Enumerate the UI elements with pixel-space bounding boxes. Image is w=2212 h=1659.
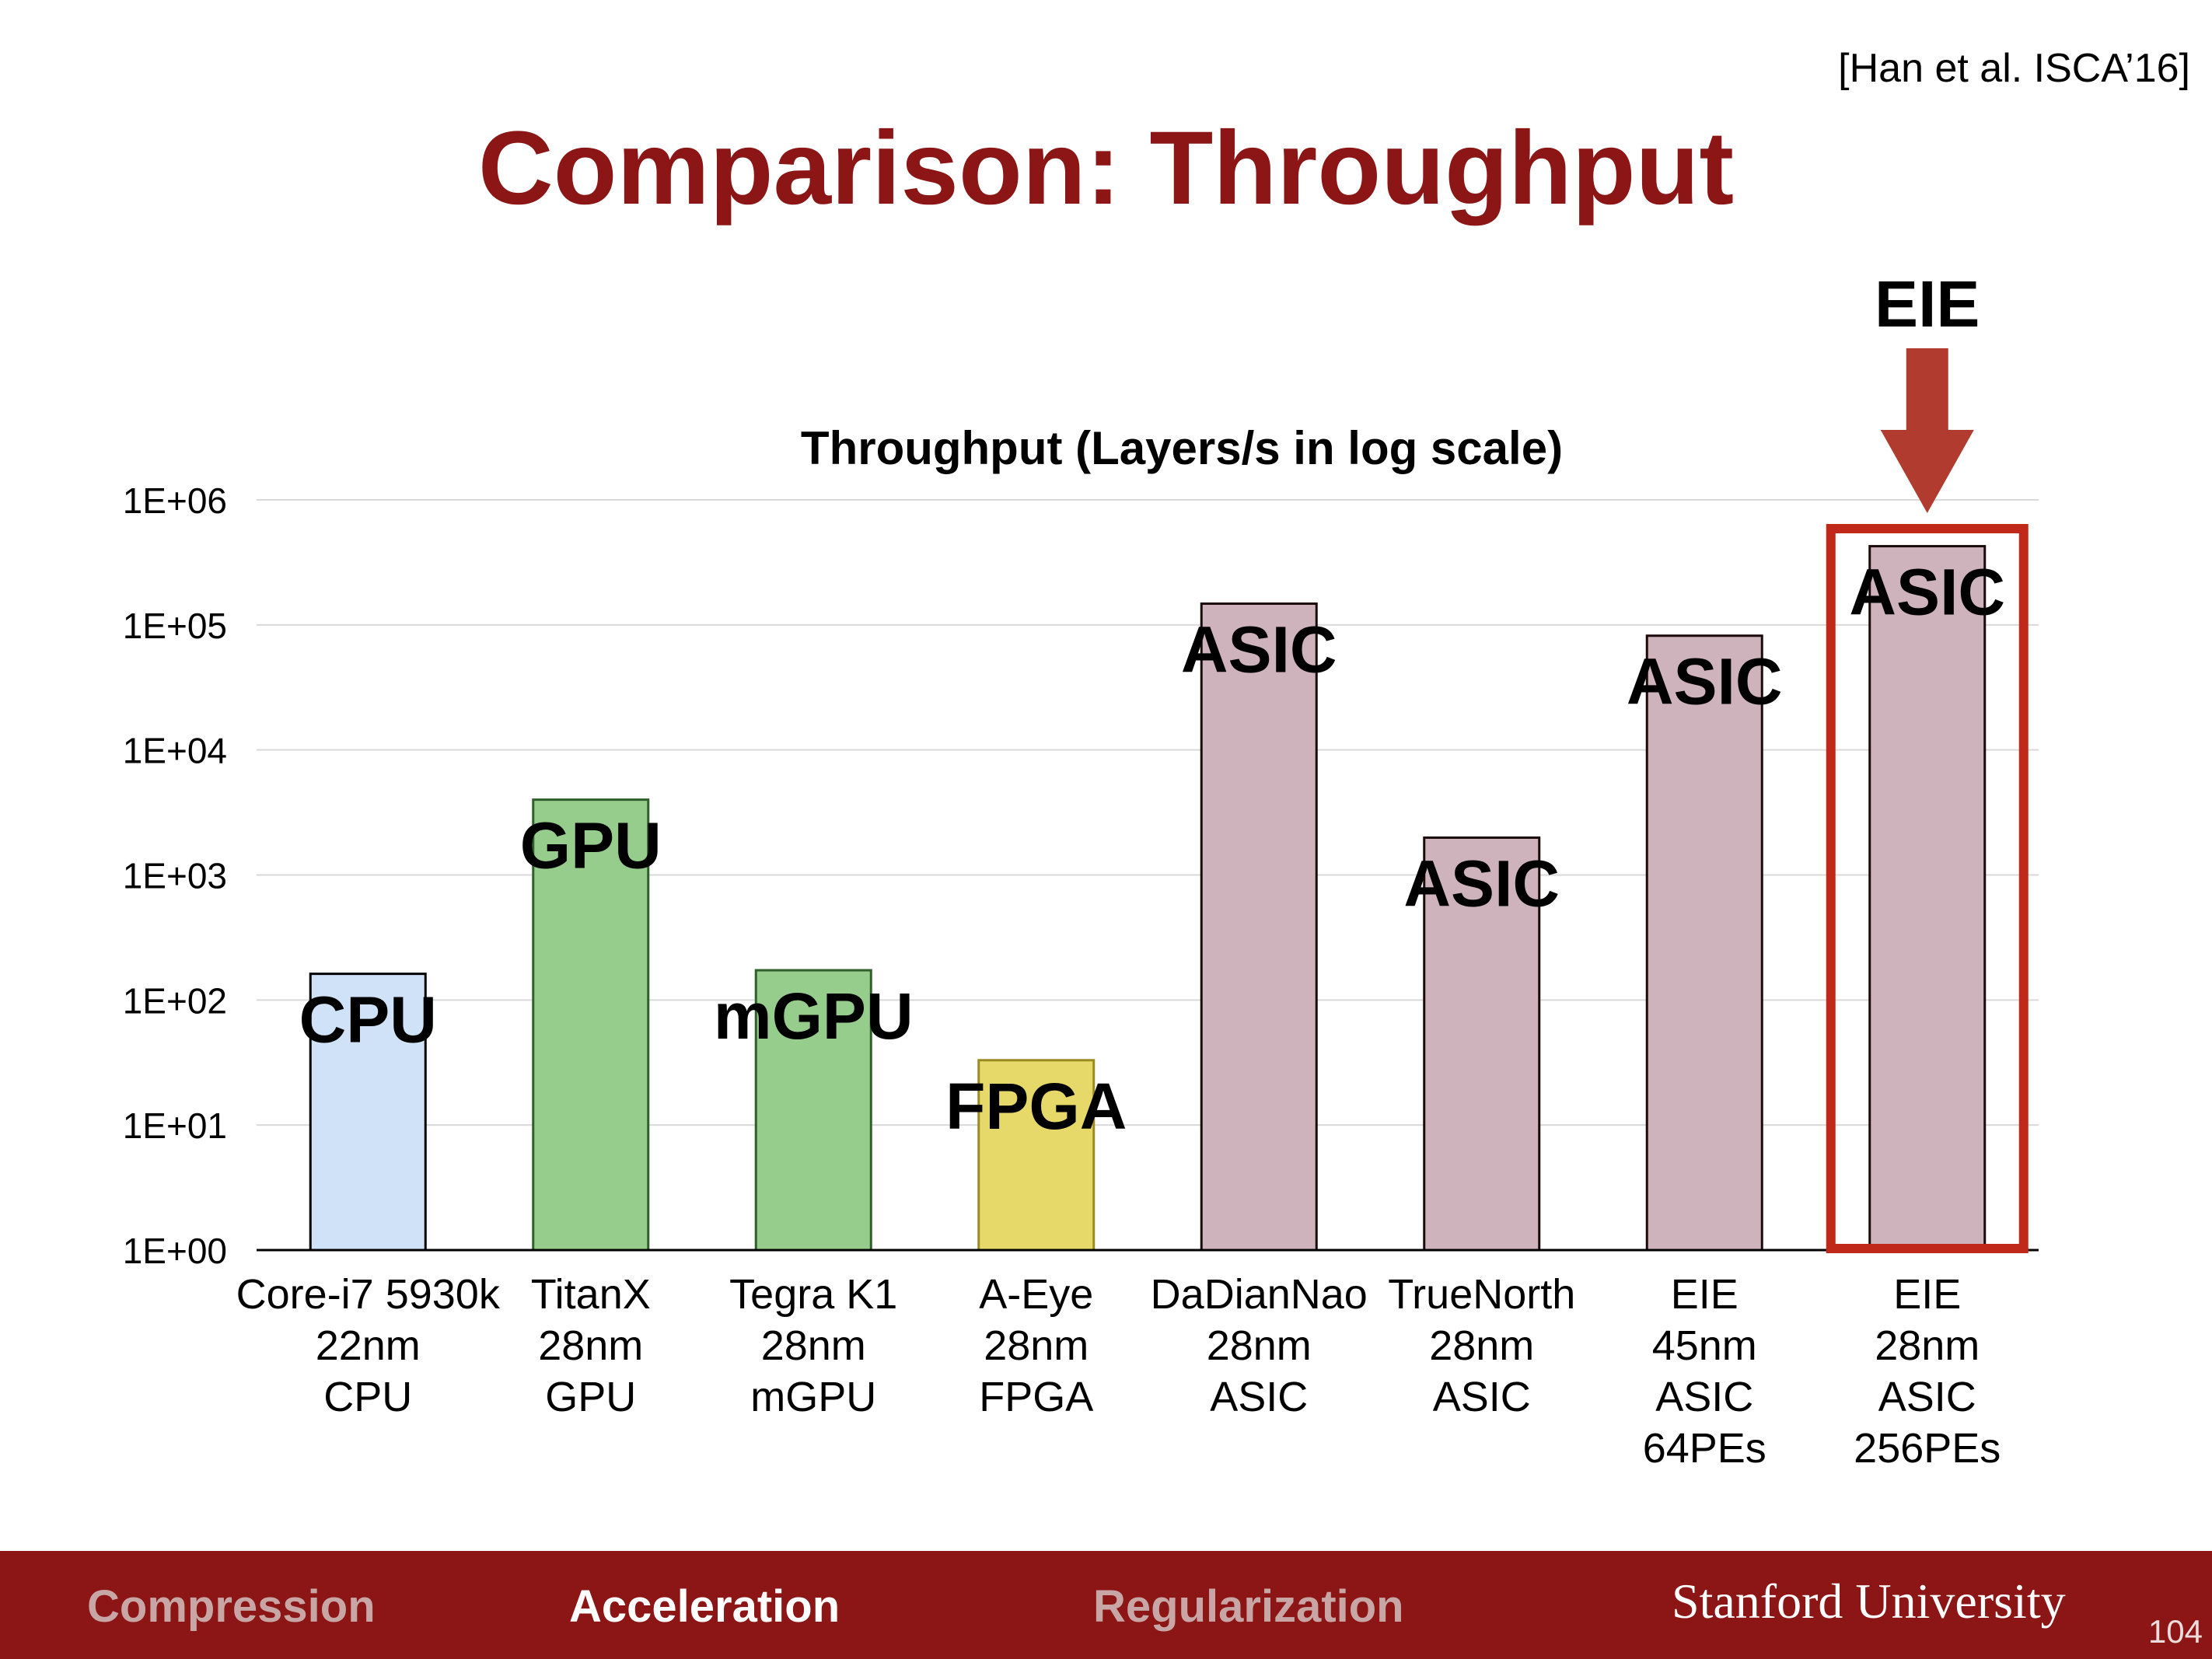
bar-eie-45nm: [1645, 634, 1763, 1252]
x-category-label: 22nm: [316, 1322, 421, 1369]
y-tick-label: 1E+06: [123, 480, 227, 521]
x-category-label: EIE: [1893, 1271, 1961, 1318]
bar-a-eye-28nm: [977, 1059, 1096, 1252]
bar-type-label: ASIC: [1403, 847, 1560, 920]
x-category-label: EIE: [1671, 1271, 1738, 1318]
x-category-label: CPU: [323, 1374, 412, 1420]
y-tick-label: 1E+01: [123, 1105, 227, 1146]
x-category-label: ASIC: [1655, 1374, 1753, 1420]
bar-tegra-k1-28nm: [754, 969, 872, 1252]
bar-type-label: mGPU: [714, 980, 914, 1053]
x-category-label: 28nm: [1207, 1322, 1312, 1369]
stanford-logo: Stanford University: [1672, 1573, 2066, 1629]
chart-title: Throughput (Layers/s in log scale): [801, 422, 1563, 474]
x-category-label: Core-i7 5930k: [236, 1271, 501, 1318]
bar-eie-28nm: [1868, 545, 1987, 1252]
x-category-label: 28nm: [538, 1322, 643, 1369]
bar-type-label: FPGA: [945, 1070, 1127, 1143]
bar-type-label: CPU: [299, 983, 437, 1057]
x-category-label: TitanX: [531, 1271, 651, 1318]
x-category-label: 64PEs: [1643, 1425, 1766, 1472]
x-category-label: 45nm: [1652, 1322, 1757, 1369]
down-arrow-icon: [1880, 348, 1974, 513]
y-tick-label: 1E+04: [123, 731, 227, 771]
footer-nav-acceleration[interactable]: Acceleration: [569, 1581, 840, 1632]
highlight-box: [1826, 524, 2029, 1253]
x-category-label: ASIC: [1433, 1374, 1531, 1420]
y-tick-label: 1E+00: [123, 1231, 227, 1271]
citation: [Han et al. ISCA’16]: [1838, 46, 2190, 91]
x-category-label: 28nm: [761, 1322, 866, 1369]
slide-title: Comparison: Throughput: [477, 110, 1735, 226]
y-tick-label: 1E+03: [123, 856, 227, 896]
x-category-label: ASIC: [1210, 1374, 1308, 1420]
x-category-label: 256PEs: [1854, 1425, 2001, 1472]
bar-core-i7-5930k-22nm: [309, 973, 427, 1252]
footer-nav-regularization[interactable]: Regularization: [1093, 1581, 1404, 1632]
x-category-label: mGPU: [750, 1374, 876, 1420]
bar-dadiannao-28nm: [1200, 602, 1318, 1252]
page-number: 104: [2147, 1613, 2203, 1650]
bar-titanx-28nm: [532, 798, 650, 1252]
x-category-label: Tegra K1: [729, 1271, 897, 1318]
y-tick-label: 1E+05: [123, 606, 227, 646]
footer-bar: Compression Acceleration Regularization …: [0, 1551, 2212, 1659]
callout-label: EIE: [1875, 267, 1980, 341]
x-category-label: A-Eye: [979, 1271, 1093, 1318]
x-category-label: 28nm: [984, 1322, 1089, 1369]
x-category-label: ASIC: [1878, 1374, 1976, 1420]
x-category-label: GPU: [545, 1374, 636, 1420]
bar-type-label: GPU: [520, 809, 662, 882]
y-tick-label: 1E+02: [123, 980, 227, 1021]
bar-type-label: ASIC: [1181, 613, 1337, 686]
x-category-label: 28nm: [1875, 1322, 1980, 1369]
footer-nav-compression[interactable]: Compression: [87, 1581, 376, 1632]
x-category-label: FPGA: [979, 1374, 1093, 1420]
throughput-chart: Throughput (Layers/s in log scale) 1E+00 1…: [123, 267, 2039, 1472]
x-category-label: 28nm: [1429, 1322, 1534, 1369]
x-category-label: TrueNorth: [1388, 1271, 1575, 1318]
x-category-label: DaDianNao: [1151, 1271, 1368, 1318]
bar-type-label: ASIC: [1627, 645, 1783, 718]
bar-type-label: ASIC: [1849, 556, 2005, 629]
